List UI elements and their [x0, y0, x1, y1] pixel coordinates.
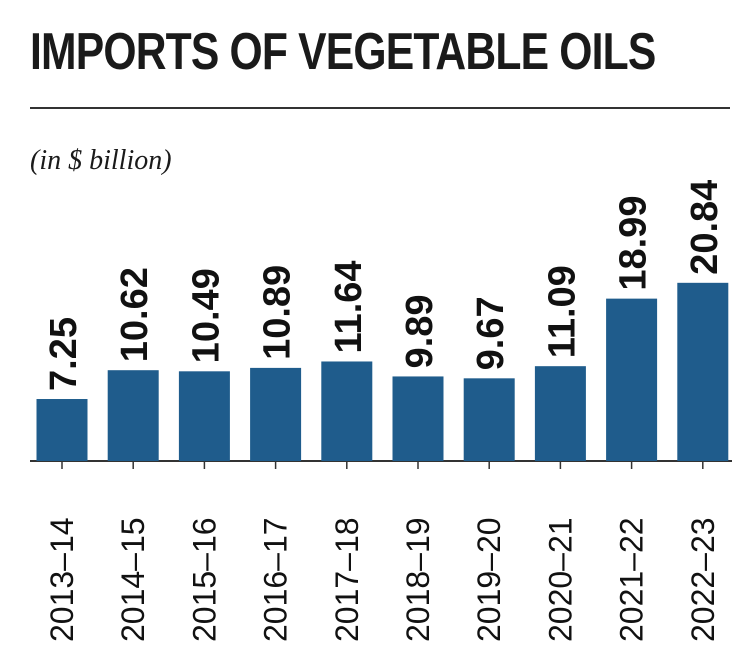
- bar-2015-16: [178, 371, 230, 461]
- bar-2016-17: [250, 367, 302, 461]
- value-label: 18.99: [613, 196, 655, 291]
- value-label: 7.25: [43, 317, 85, 391]
- category-label: 2013–14: [44, 517, 80, 642]
- bar-2018-19: [392, 376, 444, 461]
- bar-2017-18: [321, 361, 373, 461]
- category-label: 2017–18: [329, 517, 365, 642]
- category-label: 2022–23: [685, 517, 721, 642]
- bar-2019-20: [463, 378, 515, 461]
- value-label: 20.84: [684, 180, 726, 275]
- category-label: 2020–21: [542, 517, 578, 642]
- value-label: 10.49: [185, 268, 227, 363]
- value-label: 9.89: [399, 294, 441, 368]
- value-label: 10.89: [257, 265, 299, 360]
- category-label: 2019–20: [471, 517, 507, 642]
- category-label: 2016–17: [258, 517, 294, 642]
- value-label: 11.64: [328, 260, 370, 353]
- category-label: 2015–16: [186, 517, 222, 642]
- title-divider: [30, 107, 730, 109]
- bar-2020-21: [534, 366, 586, 461]
- bar-2014-15: [107, 370, 159, 461]
- value-label: 9.67: [470, 296, 512, 370]
- category-label: 2021–22: [614, 517, 650, 642]
- category-label: 2018–19: [400, 517, 436, 642]
- bar-2022-23: [677, 282, 729, 461]
- value-label: 10.62: [114, 267, 156, 362]
- value-label: 11.09: [541, 265, 583, 358]
- bar-2013-14: [36, 399, 88, 461]
- chart-title: IMPORTS OF VEGETABLE OILS: [30, 23, 656, 81]
- chart-subtitle: (in $ billion): [30, 145, 172, 176]
- bar-2021-22: [606, 298, 658, 461]
- category-label: 2014–15: [115, 517, 151, 642]
